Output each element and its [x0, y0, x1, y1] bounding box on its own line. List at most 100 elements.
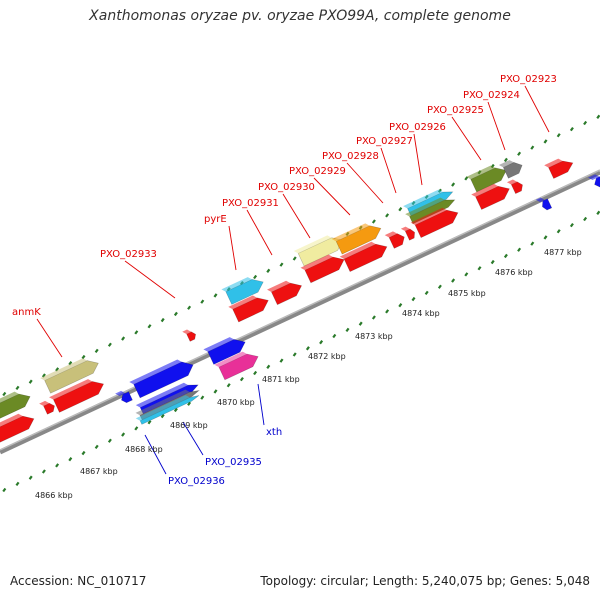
- tick-mark: [121, 432, 126, 437]
- gene-arrow: [588, 174, 600, 188]
- gene-label: PXO_02936: [168, 476, 225, 487]
- tick-mark: [213, 389, 218, 394]
- map-title: Xanthomonas oryzae pv. oryzae PXO99A, co…: [89, 8, 511, 24]
- gene-label: PXO_02929: [289, 166, 346, 177]
- tick-mark: [55, 463, 60, 468]
- tick-mark: [41, 373, 46, 378]
- gene-body: [53, 381, 105, 413]
- gene-body: [271, 282, 303, 306]
- tick-mark: [147, 324, 152, 329]
- kbp-label: 4870 kbp: [217, 398, 255, 407]
- label-leader: [228, 225, 237, 271]
- gene-arrow: [49, 379, 105, 413]
- gene-top-face: [410, 207, 447, 225]
- gene-top-face: [506, 179, 518, 185]
- label-leader: [246, 209, 273, 256]
- kbp-label: 4867 kbp: [80, 467, 118, 476]
- tick-mark: [451, 182, 456, 187]
- tick-mark: [556, 133, 561, 138]
- tick-mark: [332, 333, 337, 339]
- label-leader: [182, 421, 204, 456]
- tick-mark: [279, 262, 284, 267]
- gene-top-face: [135, 382, 189, 408]
- tick-mark: [424, 290, 429, 296]
- gene-label: anmK: [12, 307, 41, 318]
- gene-body: [502, 162, 523, 179]
- gene-label: xth: [266, 427, 282, 438]
- tick-mark: [2, 487, 7, 493]
- gene-top-face: [129, 359, 182, 385]
- upper-tick-track: [2, 114, 600, 397]
- tick-mark: [160, 413, 165, 419]
- gene-arrow: [228, 295, 269, 323]
- gene-top-face: [588, 174, 600, 181]
- tick-mark: [292, 256, 297, 261]
- gene-features: [0, 158, 600, 445]
- gene-body: [548, 160, 574, 179]
- tick-mark: [94, 348, 99, 354]
- tick-mark: [28, 475, 33, 480]
- gene-top-face: [267, 280, 291, 292]
- tick-mark: [68, 361, 73, 366]
- kbp-label: 4877 kbp: [544, 248, 582, 257]
- lower-tick-track: [2, 210, 600, 493]
- tick-mark: [253, 370, 258, 376]
- tick-mark: [503, 157, 508, 163]
- tick-mark: [81, 450, 86, 456]
- gene-top-face: [300, 254, 334, 271]
- tick-mark: [41, 469, 46, 474]
- gene-top-face: [471, 183, 499, 197]
- gene-arrow: [267, 280, 303, 306]
- gene-top-face: [384, 231, 398, 238]
- tick-mark: [121, 336, 126, 341]
- gene-arrow: [115, 390, 133, 404]
- gene-arrow: [0, 413, 35, 445]
- gene-arrow: [129, 359, 194, 399]
- gene-arrow: [182, 329, 196, 342]
- gene-top-face: [214, 351, 248, 368]
- gene-top-face: [400, 226, 410, 232]
- tick-mark: [160, 317, 165, 323]
- kbp-label: 4876 kbp: [495, 268, 533, 277]
- kbp-scale: 4866 kbp 4867 kbp 4868 kbp 4869 kbp 4870 kbp…: [35, 248, 582, 500]
- tick-mark: [187, 401, 192, 406]
- label-leader: [282, 193, 311, 239]
- gene-arrow: [384, 231, 405, 249]
- gene-label: PXO_02925: [427, 105, 484, 116]
- kbp-label: 4871 kbp: [262, 375, 300, 384]
- gene-arrow: [400, 226, 415, 241]
- kbp-label: 4868 kbp: [125, 445, 163, 454]
- gene-arrow: [535, 197, 553, 211]
- gene-top-face: [135, 395, 190, 421]
- tick-mark: [187, 305, 192, 310]
- gene-body: [594, 174, 600, 188]
- tick-mark: [134, 330, 139, 335]
- kbp-label: 4866 kbp: [35, 491, 73, 500]
- tick-mark: [490, 259, 495, 265]
- tick-mark: [305, 346, 310, 351]
- tick-mark: [556, 229, 561, 234]
- tick-mark: [385, 309, 390, 314]
- label-leader: [313, 177, 351, 216]
- tick-mark: [543, 235, 548, 240]
- genome-backbone: [0, 169, 600, 455]
- tick-mark: [464, 272, 469, 277]
- tick-mark: [398, 207, 403, 212]
- gene-label: PXO_02933: [100, 249, 157, 260]
- gene-label: PXO_02935: [205, 457, 262, 468]
- gene-top-face: [0, 391, 20, 408]
- gene-arrow: [203, 337, 246, 365]
- gene-top-face: [331, 223, 370, 242]
- tick-mark: [358, 321, 363, 326]
- gene-top-face: [135, 389, 190, 416]
- tick-mark: [371, 315, 376, 320]
- gene-arrow: [339, 241, 388, 273]
- gene-arrow: [410, 207, 459, 239]
- gene-labels: anmK PXO_02933 pyrE PXO_02931 PXO_02930 PXO_0…: [12, 74, 557, 487]
- tick-mark: [15, 481, 20, 486]
- tick-mark: [68, 457, 73, 462]
- tick-mark: [398, 303, 403, 308]
- gene-top-face: [221, 277, 253, 292]
- tick-mark: [279, 358, 284, 363]
- tick-mark: [530, 241, 535, 246]
